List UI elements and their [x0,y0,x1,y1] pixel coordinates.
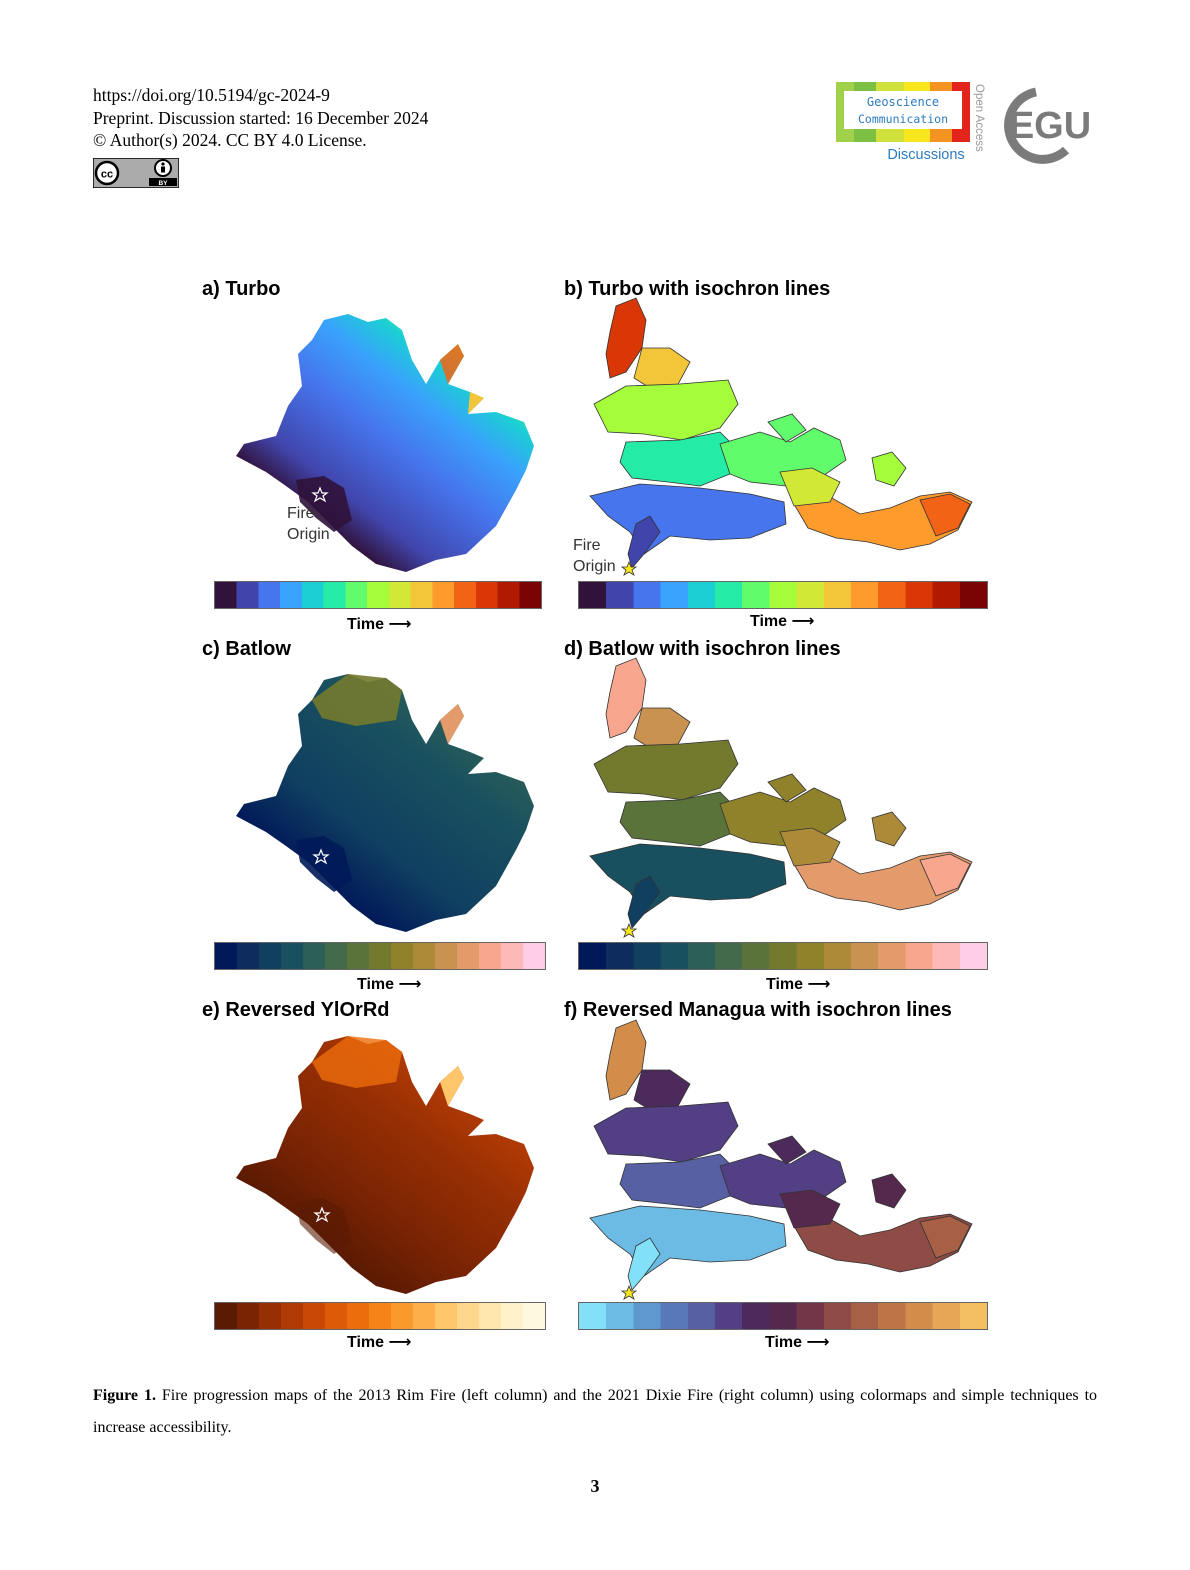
copyright-line: © Author(s) 2024. CC BY 4.0 License. [93,130,367,150]
fire-origin-label: Fire Origin [573,537,616,575]
cc-by-license-badge[interactable]: cc BY [93,158,179,188]
panel-a-title: a) Turbo [202,278,281,300]
page-number: 3 [590,1476,600,1496]
caption-text: Fire progression maps of the 2013 Rim Fi… [93,1387,1098,1436]
fire-origin-star-icon [312,848,330,865]
arrow-right-icon: ⟶ [791,613,815,630]
journal-logo: Geoscience Communication Discussions Ope… [836,82,1091,164]
arrow-right-icon: ⟶ [806,1334,830,1351]
panel-f-time-label: Time ⟶ [765,1334,830,1351]
fire-origin-star-icon [620,1284,638,1300]
panel-e-time-label: Time ⟶ [347,1334,412,1351]
panel-f-title: f) Reversed Managua with isochron lines [564,999,952,1021]
figure-caption: Figure 1. Fire progression maps of the 2… [93,1380,1097,1444]
preprint-date: Preprint. Discussion started: 16 Decembe… [93,107,429,128]
panel-e-colorbar [214,1302,546,1330]
fire-origin-star-icon [620,560,638,576]
panel-a-time-label: Time ⟶ [347,616,412,633]
panel-c-title: c) Batlow [202,638,291,660]
arrow-right-icon: ⟶ [388,1334,412,1351]
svg-text:Open Access: Open Access [973,84,985,152]
panel-b-title: b) Turbo with isochron lines [564,278,831,300]
panel-d-map [589,657,973,938]
doi-link[interactable]: https://doi.org/10.5194/gc-2024-9 [93,85,330,105]
panel-f-map [589,1019,973,1300]
panel-b-time-label: Time ⟶ [750,613,815,630]
fire-origin-label: Fire Origin [287,505,330,543]
svg-text:BY: BY [158,180,168,187]
preprint-header: https://doi.org/10.5194/gc-2024-9 Prepri… [93,84,428,152]
svg-text:cc: cc [101,169,113,181]
panel-b-map [589,297,973,576]
cc-icon [94,160,120,186]
egu-swirl-icon [1004,87,1070,164]
svg-text:EGU: EGU [1009,105,1091,147]
panel-d-time-label: Time ⟶ [766,976,831,993]
panel-c-colorbar [214,942,546,970]
arrow-right-icon: ⟶ [388,616,412,633]
arrow-right-icon: ⟶ [807,976,831,993]
fire-origin-star-icon [311,486,329,503]
panel-a-map [236,314,534,572]
panel-f-colorbar [578,1302,988,1330]
panel-b-colorbar [578,581,988,609]
svg-text:Geoscience: Geoscience [867,95,939,109]
caption-label: Figure 1. [93,1387,156,1404]
panel-e-title: e) Reversed YlOrRd [202,999,390,1021]
svg-text:Discussions: Discussions [887,147,964,163]
panel-e-map [236,1036,534,1294]
panel-c-time-label: Time ⟶ [357,976,422,993]
panel-c-map [236,674,534,932]
arrow-right-icon: ⟶ [398,976,422,993]
panel-a-colorbar [214,581,542,609]
panel-d-title: d) Batlow with isochron lines [564,638,841,660]
fire-origin-star-icon [620,922,638,938]
panel-d-colorbar [578,942,988,970]
fire-origin-star-icon [313,1206,331,1223]
svg-text:Communication: Communication [858,112,948,126]
